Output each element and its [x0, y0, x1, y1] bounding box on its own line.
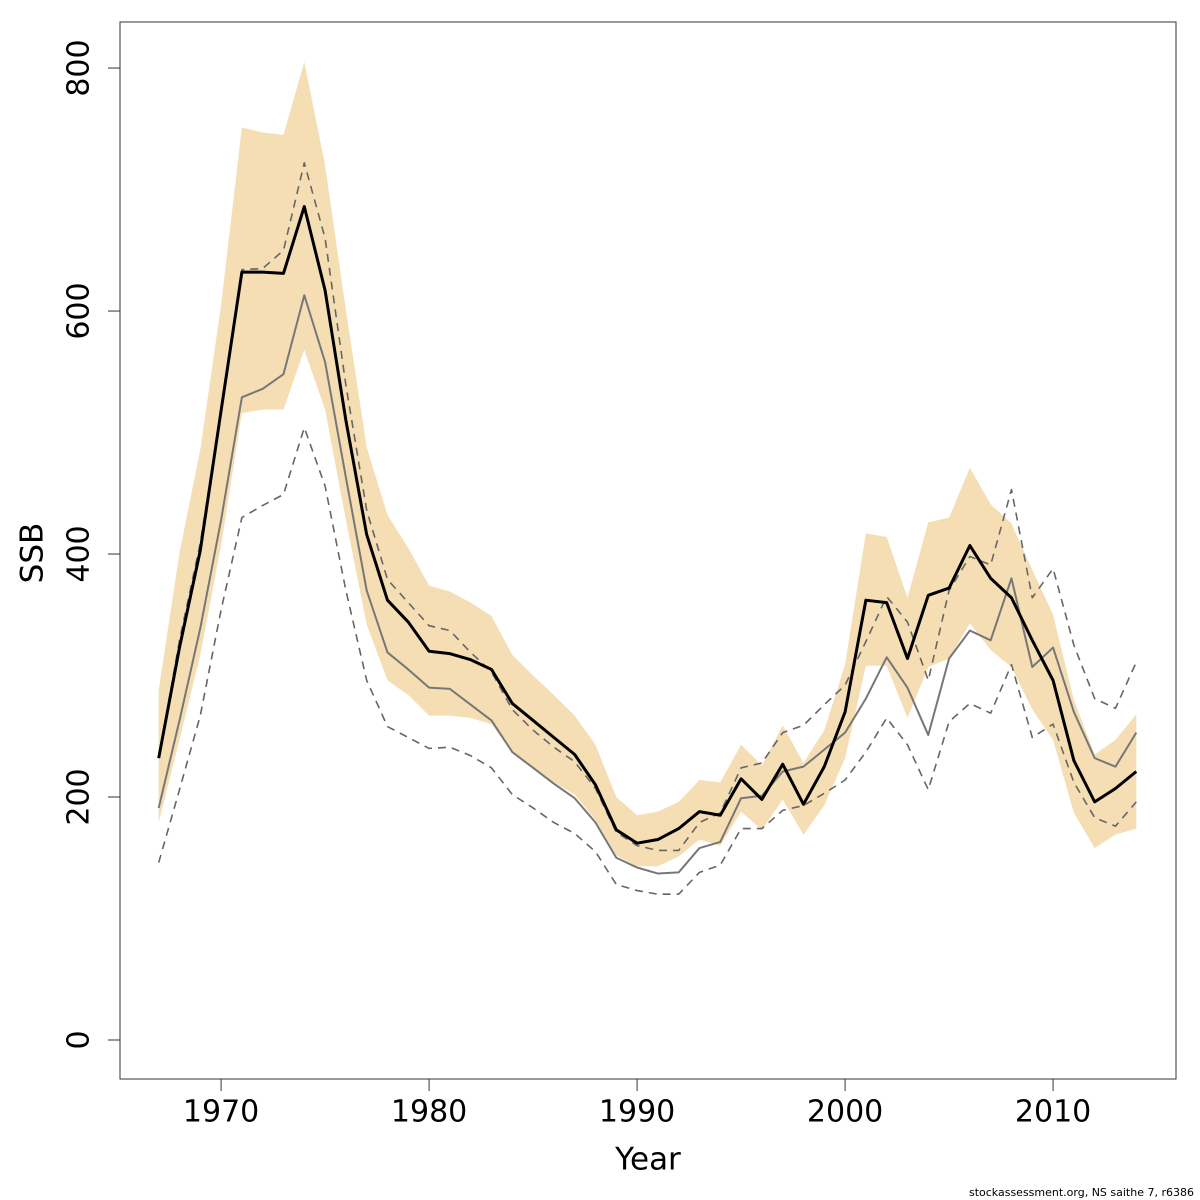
line	[157, 294, 1138, 875]
x-axis-label: Year	[614, 1142, 681, 1178]
y-tick-label: 200	[62, 768, 97, 825]
x-tick-label: 1980	[391, 1095, 467, 1130]
dashed-line	[157, 162, 1137, 852]
line	[157, 205, 1138, 845]
confidence-band	[158, 61, 1137, 867]
footnote: stockassessment.org, NS saithe 7, r6386	[969, 1186, 1194, 1199]
x-tick-label: 2000	[807, 1095, 883, 1130]
dashed-line	[157, 426, 1137, 896]
y-axis-label: SSB	[15, 523, 51, 584]
x-tick-label: 1970	[183, 1095, 259, 1130]
y-tick-label: 800	[62, 39, 97, 96]
x-tick-label: 1990	[599, 1095, 675, 1130]
plot-frame	[119, 21, 1177, 1080]
x-tick-label: 2010	[1015, 1095, 1091, 1130]
y-tick-label: 600	[62, 282, 97, 339]
y-tick-label: 0	[62, 1030, 97, 1049]
y-tick-label: 400	[62, 525, 97, 582]
